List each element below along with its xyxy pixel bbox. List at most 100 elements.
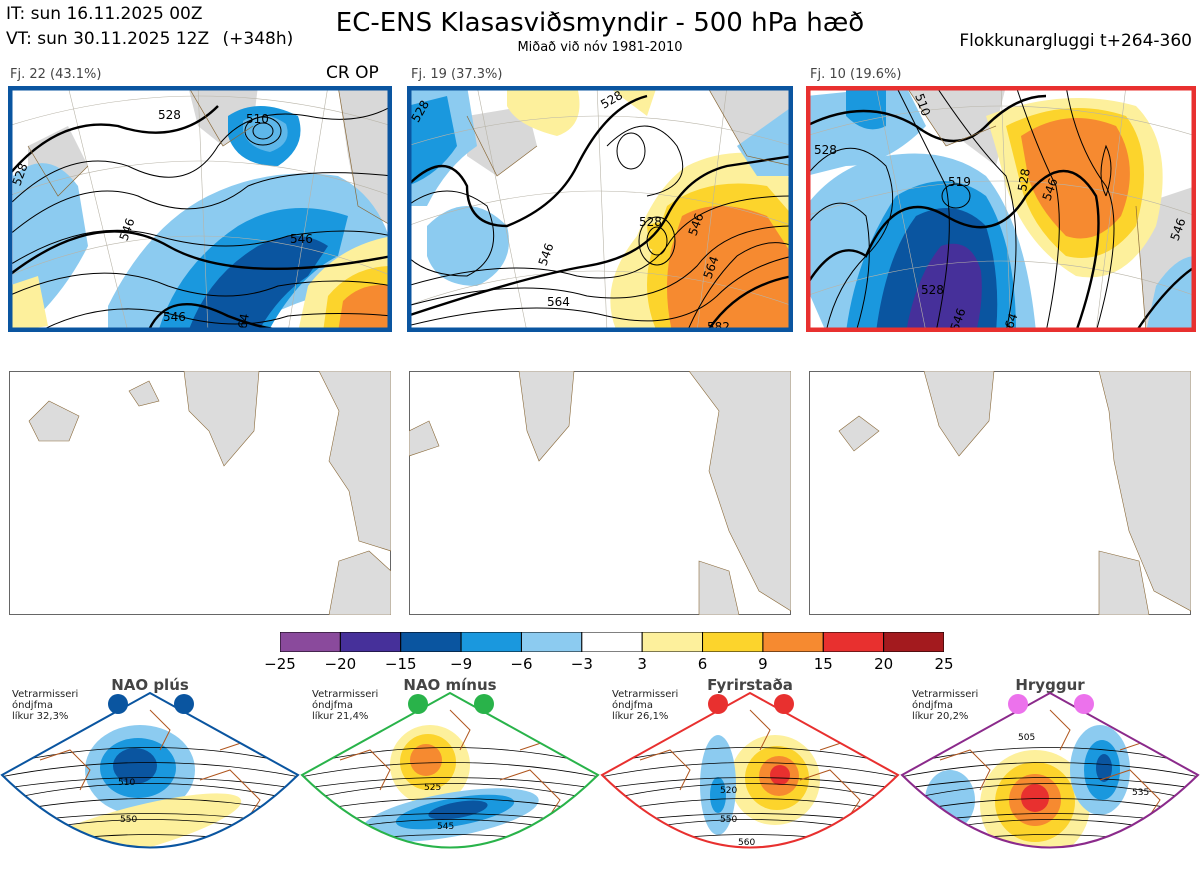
contour-label: 528 — [158, 108, 181, 122]
height-contour — [902, 762, 1198, 778]
regime-stat-line: líkur 20,2% — [912, 711, 969, 722]
height-contour — [600, 856, 900, 872]
regime-stat-line: Vetrarmisseri — [312, 689, 379, 700]
anomaly-blob — [925, 770, 975, 830]
colorbar-tick-label: 9 — [758, 655, 768, 673]
regime-contour-label: 525 — [424, 783, 441, 793]
contour-label: 564 — [234, 312, 252, 332]
empty-map-3 — [809, 371, 1191, 615]
height-contour — [302, 747, 598, 766]
height-contour — [300, 856, 600, 872]
empty-map-1 — [9, 371, 391, 615]
anomaly-blob — [1015, 854, 1045, 866]
regime-marker-dot — [408, 694, 428, 714]
height-contour — [602, 783, 898, 802]
regime-contour-label: 520 — [720, 786, 737, 796]
anomaly-blob — [1096, 754, 1112, 782]
cluster-2-label: Fj. 19 (37.3%) — [411, 67, 503, 82]
height-contour — [0, 856, 300, 872]
colorbar-tick-label: 15 — [813, 655, 833, 673]
valid-time: VT: sun 30.11.2025 12Z — [6, 29, 210, 49]
contour-label: 528 — [921, 283, 944, 297]
regime-marker-dot — [108, 694, 128, 714]
regime-marker-dot — [474, 694, 494, 714]
regime-contour-label: 560 — [738, 838, 755, 848]
regime-marker-dot — [1008, 694, 1028, 714]
height-contour — [902, 783, 1198, 802]
regime-stats: Vetrarmisseri óndjfma líkur 26,1% — [612, 689, 678, 722]
height-contour — [302, 777, 598, 790]
regime-map: 525 545 565 — [300, 690, 600, 875]
colorbar-swatch — [702, 631, 764, 653]
regime-stats: Vetrarmisseri óndjfma líkur 20,2% — [912, 689, 978, 722]
contour-label: 564 — [547, 295, 570, 309]
regime-marker-dot — [174, 694, 194, 714]
page-title: EC-ENS Klasasviðsmyndir - 500 hPa hæð — [335, 8, 865, 38]
colorbar-tick-label: −6 — [510, 655, 533, 673]
height-contour — [602, 762, 898, 778]
contour-label: 564 — [1000, 311, 1021, 332]
colorbar-swatch — [400, 631, 462, 653]
colorbar-swatch — [339, 631, 402, 653]
contour-label: 528 — [1015, 167, 1033, 192]
coastline — [39, 709, 271, 831]
height-contour — [2, 783, 298, 802]
empty-map-2 — [409, 371, 791, 615]
colorbar — [279, 631, 945, 656]
colorbar-tick-label: 20 — [874, 655, 894, 673]
regime-stat-line: líkur 21,4% — [312, 711, 369, 722]
regime-contour-label: 510 — [118, 778, 135, 788]
anomaly-blob — [410, 744, 442, 776]
height-contour — [2, 747, 298, 766]
anomaly-blob — [1021, 784, 1049, 812]
valid-time-line: VT: sun 30.11.2025 12Z (+348h) — [6, 29, 293, 49]
contour-label: 528 — [814, 143, 837, 157]
height-contour — [902, 777, 1198, 790]
contour-label: 546 — [948, 306, 969, 332]
colorbar-swatch — [520, 631, 583, 653]
coastline — [339, 709, 571, 831]
regime-title: NAO mínus — [403, 676, 497, 694]
height-contour — [900, 850, 1200, 862]
cluster-map-3: 510 528 519 528 546 528 546 564 546 — [806, 86, 1196, 332]
regime-contour-label: 550 — [120, 815, 137, 825]
cluster-1-border — [8, 86, 392, 332]
anomaly-blob — [113, 748, 157, 784]
height-contour — [902, 747, 1198, 766]
regime-map: 510 550 — [0, 690, 300, 875]
anomaly-blob — [710, 777, 726, 813]
height-contour — [600, 850, 900, 862]
regime-stat-line: líkur 32,3% — [12, 711, 69, 722]
regime-stat-line: óndjfma — [612, 700, 653, 711]
cluster-2-border — [407, 86, 793, 332]
regime-stat-line: líkur 26,1% — [612, 711, 669, 722]
regime-border — [900, 691, 1200, 849]
regime-stat-line: óndjfma — [912, 700, 953, 711]
colorbar-swatch — [581, 631, 643, 653]
regime-map: 505 535 560 — [900, 690, 1200, 875]
colorbar-swatch — [822, 631, 885, 653]
anomaly-blob — [18, 793, 242, 848]
cluster-3-label: Fj. 10 (19.6%) — [810, 67, 902, 82]
colorbar-swatch — [279, 631, 341, 653]
height-contour — [900, 856, 1200, 872]
colorbar-swatch — [883, 631, 945, 653]
regime-marker-dot — [1074, 694, 1094, 714]
colorbar-swatch — [641, 631, 704, 653]
height-contour — [300, 850, 600, 862]
regime-title: Fyrirstaða — [707, 676, 793, 694]
anomaly-blob — [770, 765, 790, 785]
regime-stat-line: Vetrarmisseri — [12, 689, 79, 700]
colorbar-tick-label: −20 — [324, 655, 357, 673]
regime-stats: Vetrarmisseri óndjfma líkur 21,4% — [312, 689, 378, 722]
regime-stat-line: Vetrarmisseri — [612, 689, 679, 700]
regime-stats: Vetrarmisseri óndjfma líkur 32,3% — [12, 689, 78, 722]
colorbar-tick-label: −15 — [384, 655, 417, 673]
cluster-3-border — [806, 86, 1196, 332]
regime-marker-dot — [708, 694, 728, 714]
colorbar-tick-label: −9 — [450, 655, 473, 673]
regime-stat-line: Vetrarmisseri — [912, 689, 979, 700]
regime-stat-line: óndjfma — [12, 700, 53, 711]
contour-label: 519 — [948, 175, 971, 189]
regime-border — [0, 691, 300, 849]
